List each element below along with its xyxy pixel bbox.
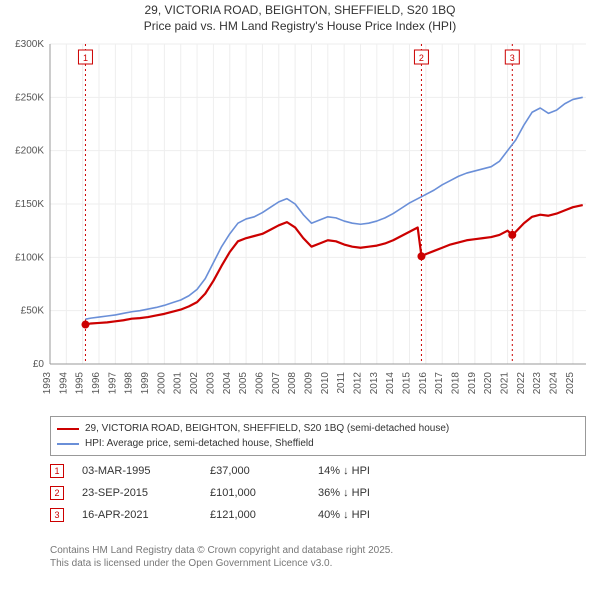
- transaction-date: 03-MAR-1995: [82, 465, 192, 477]
- svg-text:£0: £0: [33, 359, 45, 370]
- page-root: 29, VICTORIA ROAD, BEIGHTON, SHEFFIELD, …: [0, 0, 600, 590]
- svg-text:£300K: £300K: [15, 39, 44, 50]
- svg-text:2013: 2013: [369, 372, 380, 395]
- transaction-delta: 14% ↓ HPI: [318, 465, 586, 477]
- svg-text:2006: 2006: [254, 372, 265, 395]
- svg-text:2008: 2008: [287, 372, 298, 395]
- svg-text:2024: 2024: [549, 372, 560, 395]
- svg-text:2002: 2002: [189, 372, 200, 395]
- svg-text:1999: 1999: [140, 372, 151, 395]
- svg-text:£150K: £150K: [15, 199, 44, 210]
- svg-text:2007: 2007: [271, 372, 282, 395]
- chart-area: £0 £50K £100K £150K £200K £250K £300K 1993 1994 1…: [0, 38, 600, 408]
- transaction-date: 23-SEP-2015: [82, 487, 192, 499]
- price-chart-svg: £0 £50K £100K £150K £200K £250K £300K 1993 1994 1…: [0, 38, 600, 408]
- transaction-price: £37,000: [210, 465, 300, 477]
- svg-text:£200K: £200K: [15, 146, 44, 157]
- svg-text:2000: 2000: [156, 372, 167, 395]
- svg-text:2017: 2017: [434, 372, 445, 395]
- svg-text:2003: 2003: [205, 372, 216, 395]
- svg-text:2014: 2014: [385, 372, 396, 395]
- svg-text:2009: 2009: [303, 372, 314, 395]
- svg-text:1993: 1993: [42, 372, 53, 395]
- svg-text:2010: 2010: [320, 372, 331, 395]
- svg-text:2: 2: [419, 53, 424, 63]
- svg-text:1997: 1997: [107, 372, 118, 395]
- transaction-delta: 36% ↓ HPI: [318, 487, 586, 499]
- svg-text:2016: 2016: [418, 372, 429, 395]
- svg-text:1998: 1998: [124, 372, 135, 395]
- svg-text:1995: 1995: [75, 372, 86, 395]
- transaction-price: £121,000: [210, 509, 300, 521]
- svg-text:3: 3: [510, 53, 515, 63]
- svg-text:2011: 2011: [336, 372, 347, 394]
- chart-titles: 29, VICTORIA ROAD, BEIGHTON, SHEFFIELD, …: [0, 0, 600, 34]
- svg-text:2001: 2001: [173, 372, 184, 395]
- svg-text:2012: 2012: [352, 372, 363, 395]
- transaction-marker: 3: [50, 508, 64, 522]
- legend-swatch: [57, 428, 79, 430]
- svg-text:1996: 1996: [91, 372, 102, 395]
- transaction-price: £101,000: [210, 487, 300, 499]
- svg-text:£250K: £250K: [15, 92, 44, 103]
- svg-text:2022: 2022: [516, 372, 527, 395]
- footer-attribution: Contains HM Land Registry data © Crown c…: [50, 544, 586, 570]
- legend-label: HPI: Average price, semi-detached house,…: [85, 436, 314, 451]
- svg-text:2023: 2023: [532, 372, 543, 395]
- footer-line-1: Contains HM Land Registry data © Crown c…: [50, 544, 586, 557]
- transaction-date: 16-APR-2021: [82, 509, 192, 521]
- legend-swatch: [57, 443, 79, 445]
- transaction-delta: 40% ↓ HPI: [318, 509, 586, 521]
- title-line-2: Price paid vs. HM Land Registry's House …: [0, 19, 600, 35]
- transaction-marker: 2: [50, 486, 64, 500]
- legend-row: 29, VICTORIA ROAD, BEIGHTON, SHEFFIELD, …: [57, 421, 579, 436]
- footer-line-2: This data is licensed under the Open Gov…: [50, 557, 586, 570]
- svg-text:2019: 2019: [467, 372, 478, 395]
- transaction-row: 2 23-SEP-2015 £101,000 36% ↓ HPI: [50, 482, 586, 504]
- legend-box: 29, VICTORIA ROAD, BEIGHTON, SHEFFIELD, …: [50, 416, 586, 456]
- svg-text:2005: 2005: [238, 372, 249, 395]
- svg-text:2020: 2020: [483, 372, 494, 395]
- legend-label: 29, VICTORIA ROAD, BEIGHTON, SHEFFIELD, …: [85, 421, 449, 436]
- svg-text:2018: 2018: [451, 372, 462, 395]
- svg-text:£100K: £100K: [15, 252, 44, 263]
- svg-text:1994: 1994: [58, 372, 69, 395]
- title-line-1: 29, VICTORIA ROAD, BEIGHTON, SHEFFIELD, …: [0, 3, 600, 19]
- transactions-table: 1 03-MAR-1995 £37,000 14% ↓ HPI 2 23-SEP-2015…: [50, 460, 586, 526]
- svg-text:2015: 2015: [402, 372, 413, 395]
- svg-text:2025: 2025: [565, 372, 576, 395]
- transaction-marker: 1: [50, 464, 64, 478]
- svg-text:1: 1: [83, 53, 88, 63]
- transaction-row: 1 03-MAR-1995 £37,000 14% ↓ HPI: [50, 460, 586, 482]
- legend-row: HPI: Average price, semi-detached house,…: [57, 436, 579, 451]
- svg-text:2021: 2021: [500, 372, 511, 395]
- svg-text:2004: 2004: [222, 372, 233, 395]
- transaction-row: 3 16-APR-2021 £121,000 40% ↓ HPI: [50, 504, 586, 526]
- svg-text:£50K: £50K: [21, 306, 45, 317]
